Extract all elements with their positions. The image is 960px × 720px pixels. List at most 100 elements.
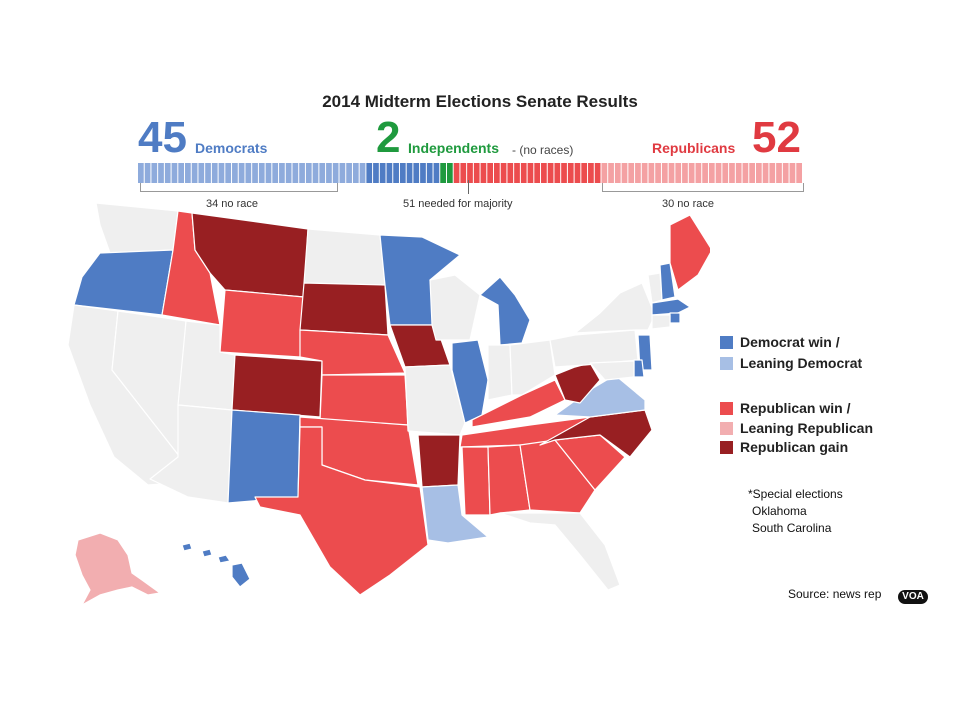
state-colorado bbox=[231, 354, 323, 418]
seat-segment bbox=[399, 163, 406, 183]
seat-segment bbox=[258, 163, 265, 183]
seat-segment bbox=[272, 163, 279, 183]
seat-segment bbox=[453, 163, 460, 183]
seat-segment bbox=[755, 163, 762, 183]
us-senate-map bbox=[67, 202, 710, 606]
special-elections-note: *Special elections Oklahoma South Caroli… bbox=[748, 486, 843, 537]
seat-segment bbox=[688, 163, 695, 183]
seat-segment bbox=[460, 163, 467, 183]
state-florida bbox=[499, 512, 621, 591]
seat-segment bbox=[494, 163, 500, 183]
republicans-label: Republicans bbox=[652, 140, 736, 156]
state-hawaii-island-4 bbox=[231, 562, 251, 588]
seat-bar bbox=[138, 163, 802, 183]
seat-segment bbox=[440, 163, 446, 183]
seat-segment bbox=[715, 163, 722, 183]
legend-swatch-rep-win bbox=[720, 402, 733, 415]
seat-segment bbox=[554, 163, 561, 183]
state-vermont bbox=[647, 272, 663, 304]
legend-label-rep-gain: Republican gain bbox=[740, 439, 849, 455]
state-wisconsin bbox=[429, 274, 481, 341]
seat-segment bbox=[547, 163, 554, 183]
state-rhode-island bbox=[669, 312, 681, 324]
seat-segment bbox=[211, 163, 218, 183]
state-arkansas bbox=[417, 434, 461, 488]
seat-segment bbox=[446, 163, 453, 183]
seat-segment bbox=[138, 163, 144, 183]
seat-segment bbox=[567, 163, 574, 183]
seat-segment bbox=[541, 163, 547, 183]
legend-label-dem-win: Democrat win / bbox=[740, 334, 840, 350]
seat-segment bbox=[776, 163, 782, 183]
seat-segment bbox=[782, 163, 789, 183]
seat-segment bbox=[393, 163, 399, 183]
legend-label-rep-win: Republican win / bbox=[740, 400, 851, 416]
seat-segment bbox=[769, 163, 776, 183]
seat-segment bbox=[682, 163, 688, 183]
seat-segment bbox=[708, 163, 715, 183]
seat-segment bbox=[648, 163, 655, 183]
seat-segment bbox=[675, 163, 682, 183]
state-maryland bbox=[589, 360, 635, 381]
seat-segment bbox=[245, 163, 252, 183]
seat-segment bbox=[507, 163, 514, 183]
seat-segment bbox=[420, 163, 426, 183]
seat-segment bbox=[655, 163, 661, 183]
independents-label: Independents bbox=[408, 140, 500, 156]
seat-segment bbox=[614, 163, 621, 183]
seat-segment bbox=[144, 163, 151, 183]
state-south-dakota bbox=[299, 282, 389, 336]
seat-segment bbox=[178, 163, 185, 183]
state-louisiana bbox=[421, 484, 489, 544]
seat-segment bbox=[527, 163, 534, 183]
seat-segment bbox=[742, 163, 749, 183]
democrats-count: 45 bbox=[138, 113, 187, 162]
democrats-label: Democrats bbox=[195, 140, 268, 156]
seat-segment bbox=[265, 163, 272, 183]
seat-segment bbox=[514, 163, 520, 183]
seat-segment bbox=[346, 163, 352, 183]
seat-segment bbox=[574, 163, 581, 183]
seat-segment bbox=[735, 163, 742, 183]
state-wyoming bbox=[219, 289, 305, 358]
state-hawaii-island-1 bbox=[181, 542, 193, 552]
state-missouri bbox=[404, 364, 466, 436]
seat-segment bbox=[426, 163, 433, 183]
state-hawaii-island-2 bbox=[201, 548, 213, 558]
legend-swatch-lean-rep bbox=[720, 422, 733, 435]
seat-segment bbox=[285, 163, 292, 183]
seat-segment bbox=[480, 163, 487, 183]
majority-note: 51 needed for majority bbox=[403, 198, 513, 210]
seat-segment bbox=[379, 163, 386, 183]
seat-segment bbox=[668, 163, 675, 183]
seat-segment bbox=[413, 163, 420, 183]
seat-segment bbox=[601, 163, 608, 183]
seat-segment bbox=[326, 163, 332, 183]
seat-segment bbox=[534, 163, 541, 183]
seat-segment bbox=[722, 163, 729, 183]
seat-segment bbox=[762, 163, 769, 183]
legend-label-lean-rep: Leaning Republican bbox=[740, 420, 874, 436]
source-credit: Source: news rep bbox=[788, 587, 882, 601]
seat-segment bbox=[641, 163, 648, 183]
seat-segment bbox=[588, 163, 594, 183]
seat-segment bbox=[608, 163, 614, 183]
seat-segment bbox=[386, 163, 393, 183]
seat-segment bbox=[225, 163, 232, 183]
seat-segment bbox=[695, 163, 702, 183]
state-indiana bbox=[487, 344, 513, 401]
seat-segment bbox=[594, 163, 601, 183]
seat-segment bbox=[218, 163, 225, 183]
state-maine bbox=[669, 214, 710, 291]
special-election-state: South Carolina bbox=[752, 521, 832, 535]
state-north-dakota bbox=[303, 228, 386, 286]
state-new-hampshire bbox=[659, 262, 676, 301]
chart-title: 2014 Midterm Elections Senate Results bbox=[322, 92, 638, 111]
independents-count: 2 bbox=[376, 113, 401, 162]
special-election-state: Oklahoma bbox=[752, 504, 807, 518]
state-hawaii-island-3 bbox=[217, 554, 231, 564]
seat-segment bbox=[198, 163, 205, 183]
legend-swatch-dem-win bbox=[720, 336, 733, 349]
seat-segment bbox=[352, 163, 359, 183]
seat-segment bbox=[433, 163, 440, 183]
